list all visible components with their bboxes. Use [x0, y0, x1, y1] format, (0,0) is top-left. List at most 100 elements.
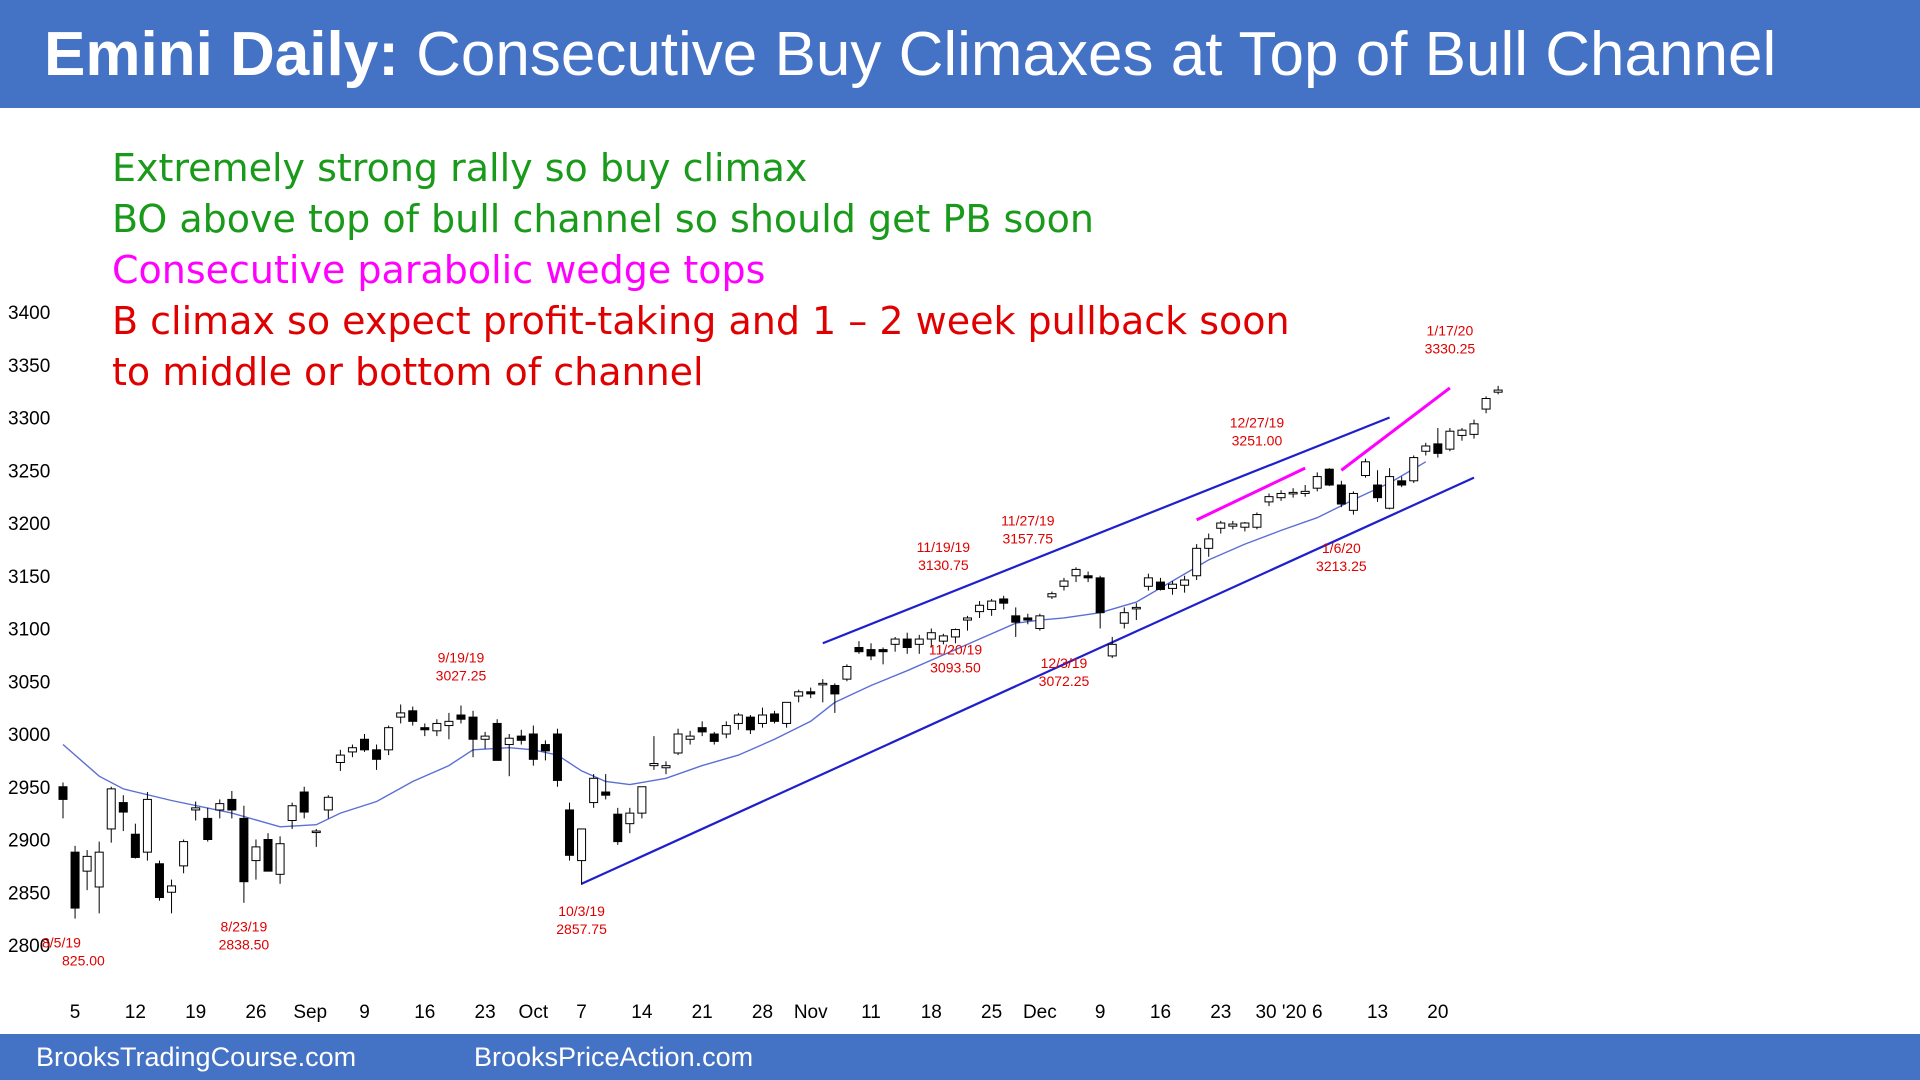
candle-body: [601, 791, 611, 796]
x-tick-label: 16: [414, 1002, 435, 1023]
candle-body: [154, 863, 164, 899]
bear-candle: [299, 786, 309, 819]
bear-candle: [456, 705, 466, 724]
y-tick-label: 2850: [8, 883, 50, 904]
candle-body: [733, 714, 743, 724]
candle-body: [1204, 538, 1214, 549]
annotation-price: 3251.00: [1232, 432, 1283, 448]
candle-body: [1276, 492, 1286, 499]
channel-line-upper: [822, 416, 1391, 645]
candle-body: [203, 817, 213, 841]
bull-candle: [432, 719, 442, 737]
bull-candle: [323, 795, 333, 819]
x-tick-label: 7: [576, 1002, 587, 1023]
bear-candle: [408, 706, 418, 726]
bear-candle: [420, 723, 430, 737]
candle-body: [757, 714, 767, 724]
bull-candle: [926, 628, 936, 648]
candles: [58, 385, 1503, 919]
bull-candle: [1360, 458, 1370, 478]
candle-body: [1047, 593, 1057, 598]
candle-body: [1469, 423, 1479, 435]
candle-body: [1083, 575, 1093, 579]
bull-candle: [142, 792, 152, 861]
candle-body: [1155, 581, 1165, 590]
bull-candle: [1493, 385, 1503, 395]
x-tick-label: Sep: [293, 1002, 327, 1023]
bull-candle: [396, 704, 406, 724]
annotation-price: 3093.50: [930, 659, 981, 675]
candle-body: [1143, 577, 1153, 587]
footer-link-brookspriceaction[interactable]: BrooksPriceAction.com: [474, 1042, 754, 1072]
candle-body: [516, 735, 526, 741]
bear-candle: [552, 728, 562, 787]
candle-body: [1095, 577, 1105, 614]
commentary: Extremely strong rally so buy climax BO …: [112, 143, 1290, 398]
bear-candle: [866, 643, 876, 661]
bull-candle: [1228, 520, 1238, 530]
bull-candle: [661, 761, 671, 775]
wedge-lines: [1195, 386, 1451, 522]
candle-body: [251, 846, 261, 862]
bear-candle: [130, 823, 140, 859]
bull-candle: [938, 633, 948, 645]
bull-candle: [311, 828, 321, 847]
candle-body: [649, 763, 659, 767]
bull-candle: [577, 828, 587, 885]
bull-candle: [106, 786, 116, 843]
y-tick-label: 2950: [8, 778, 50, 799]
bear-candle: [239, 805, 249, 903]
candle-body: [227, 798, 237, 811]
note-line: to middle or bottom of channel: [112, 350, 704, 394]
bull-candle: [251, 839, 261, 880]
candle-body: [118, 802, 128, 813]
title-rest: Consecutive Buy Climaxes at Top of Bull …: [398, 20, 1777, 89]
bull-candle: [215, 799, 225, 819]
bull-candle: [1421, 442, 1431, 456]
candle-body: [1445, 430, 1455, 450]
bull-candle: [1204, 533, 1214, 557]
x-axis-ticks: 5 12 19 26 Sep 9 16 23 Oct 7 14 21 28 Nov 11 18 25 Dec 9 16…: [70, 1002, 1449, 1023]
bull-candle: [1312, 472, 1322, 492]
candle-body: [975, 604, 985, 613]
candle-body: [360, 738, 369, 751]
x-tick-label: 9: [1095, 1002, 1106, 1023]
candle-body: [1360, 461, 1370, 477]
footer-link-brookstradingcourse[interactable]: BrooksTradingCourse.com: [36, 1042, 357, 1072]
channel-lines: [581, 416, 1475, 885]
bull-candle: [649, 736, 659, 770]
candle-body: [1457, 429, 1467, 436]
bear-candle: [830, 683, 840, 713]
x-tick-label: Dec: [1023, 1002, 1057, 1023]
candle-body: [1059, 580, 1069, 587]
y-tick-label: 3000: [8, 725, 50, 746]
annotation-price: 3072.25: [1039, 673, 1090, 689]
candle-body: [987, 600, 997, 611]
candle-body: [613, 813, 623, 843]
bull-candle: [987, 598, 997, 616]
candle-body: [1071, 568, 1081, 577]
candle-body: [408, 710, 418, 722]
candle-body: [540, 744, 550, 752]
bull-candle: [914, 634, 924, 654]
x-tick-label: 23: [475, 1002, 496, 1023]
candle-body: [1493, 389, 1503, 393]
wedge-line: [1340, 386, 1451, 472]
bull-candle: [818, 679, 828, 703]
x-tick-label: 23: [1210, 1002, 1231, 1023]
bull-candle: [1445, 428, 1455, 452]
candle-body: [191, 807, 201, 811]
bear-candle: [1011, 607, 1021, 637]
candle-body: [287, 805, 297, 822]
candle-body: [1131, 606, 1141, 610]
note-line: Consecutive parabolic wedge tops: [112, 248, 766, 292]
bear-candle: [154, 860, 164, 901]
bull-candle: [1168, 581, 1178, 595]
bull-candle: [1047, 591, 1057, 599]
bear-candle: [360, 734, 369, 752]
bull-candle: [1240, 521, 1250, 532]
bull-candle: [480, 731, 490, 749]
candle-body: [311, 830, 321, 834]
candle-body: [1433, 443, 1443, 454]
x-tick-label: 18: [921, 1002, 942, 1023]
